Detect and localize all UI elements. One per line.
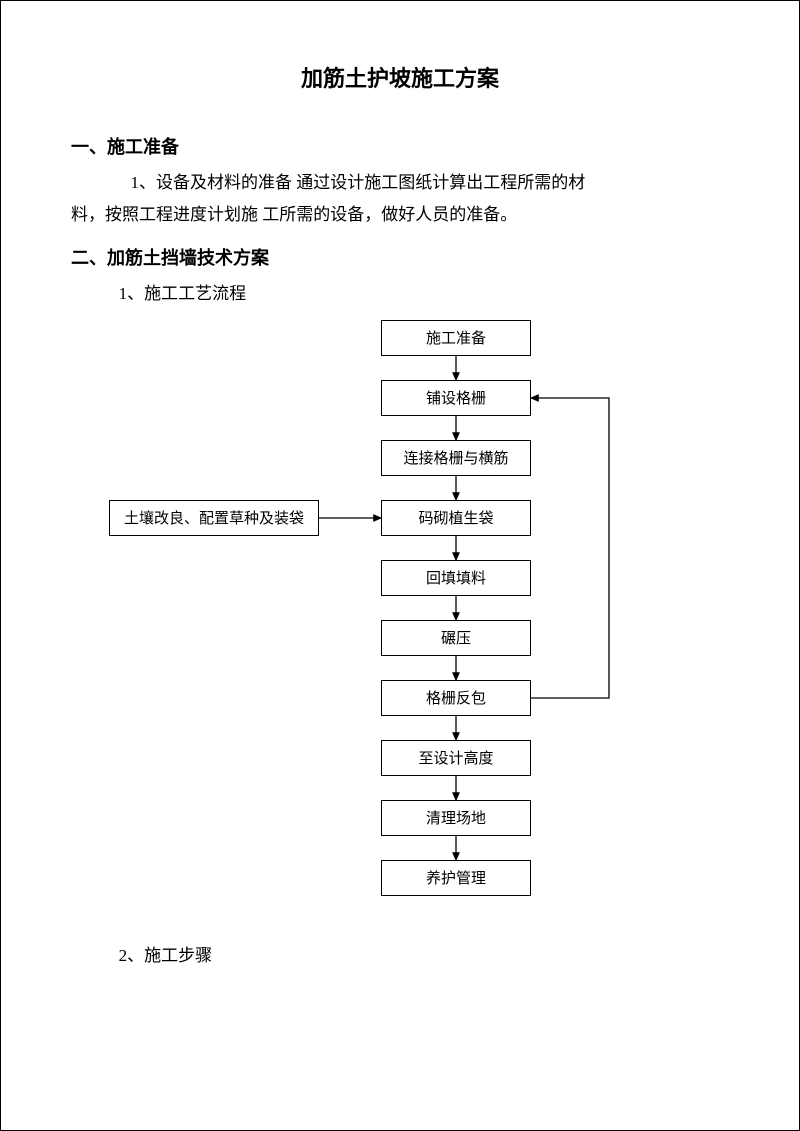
- flowchart: 施工准备铺设格栅连接格栅与横筋码砌植生袋回填填料碾压格栅反包至设计高度清理场地养…: [71, 320, 731, 940]
- flow-node-n4: 回填填料: [381, 560, 531, 596]
- section1-line1: 1、设备及材料的准备 通过设计施工图纸计算出工程所需的材: [71, 167, 729, 199]
- section2-sub2: 2、施工步骤: [71, 940, 729, 972]
- flow-node-n7: 至设计高度: [381, 740, 531, 776]
- flow-node-n5: 碾压: [381, 620, 531, 656]
- flow-node-n2: 连接格栅与横筋: [381, 440, 531, 476]
- section2-heading: 二、加筋土挡墙技术方案: [71, 244, 729, 270]
- page-title: 加筋土护坡施工方案: [71, 61, 729, 93]
- flow-node-n3: 码砌植生袋: [381, 500, 531, 536]
- section2-sub1: 1、施工工艺流程: [71, 278, 729, 310]
- flow-node-n0: 施工准备: [381, 320, 531, 356]
- flow-node-n8: 清理场地: [381, 800, 531, 836]
- flow-node-n6: 格栅反包: [381, 680, 531, 716]
- section1-line2: 料，按照工程进度计划施 工所需的设备，做好人员的准备。: [71, 199, 729, 231]
- section1-heading: 一、施工准备: [71, 133, 729, 159]
- flow-node-n1: 铺设格栅: [381, 380, 531, 416]
- flow-node-s0: 土壤改良、配置草种及装袋: [109, 500, 319, 536]
- flow-node-n9: 养护管理: [381, 860, 531, 896]
